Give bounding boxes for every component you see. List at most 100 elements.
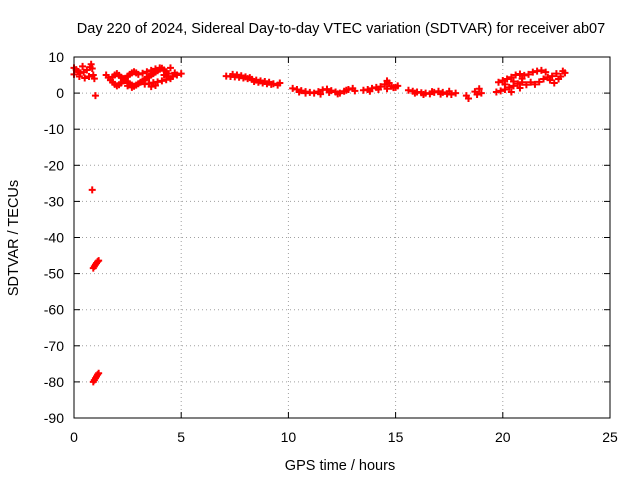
data-point xyxy=(497,87,505,95)
data-point xyxy=(516,70,524,78)
y-tick-label: -40 xyxy=(44,230,64,246)
data-point xyxy=(540,75,548,83)
data-point xyxy=(147,83,155,91)
data-point xyxy=(452,89,460,97)
data-point xyxy=(151,82,159,90)
y-tick-label: -10 xyxy=(44,121,64,137)
data-point xyxy=(518,75,526,83)
data-point xyxy=(505,83,513,91)
data-point xyxy=(503,75,511,83)
data-point xyxy=(143,68,151,76)
data-point xyxy=(162,76,170,84)
data-point xyxy=(166,64,174,72)
data-point xyxy=(404,86,412,94)
data-point xyxy=(535,78,543,86)
data-point xyxy=(531,80,539,88)
y-tick-label: -90 xyxy=(44,410,64,426)
y-tick-label: -30 xyxy=(44,193,64,209)
data-point xyxy=(550,79,558,87)
y-tick-label: 0 xyxy=(56,85,64,101)
y-tick-label: -60 xyxy=(44,302,64,318)
data-point xyxy=(445,87,453,95)
data-point xyxy=(411,89,419,97)
y-tick-label: -70 xyxy=(44,338,64,354)
data-point xyxy=(522,81,530,89)
data-point xyxy=(237,72,245,80)
data-point xyxy=(464,95,472,103)
data-point xyxy=(88,65,96,73)
data-point xyxy=(151,65,159,73)
data-point xyxy=(507,88,515,96)
data-point xyxy=(512,71,520,79)
data-point xyxy=(295,88,303,96)
data-point xyxy=(437,90,445,98)
data-point xyxy=(557,72,565,80)
data-point xyxy=(561,69,569,77)
data-point xyxy=(419,91,427,99)
data-point xyxy=(95,369,103,377)
data-point xyxy=(428,88,436,96)
y-tick-label: -20 xyxy=(44,157,64,173)
data-point xyxy=(548,72,556,80)
data-point xyxy=(492,88,500,96)
y-tick-label: -50 xyxy=(44,266,64,282)
x-tick-label: 10 xyxy=(281,429,297,445)
data-point xyxy=(381,80,389,88)
data-point xyxy=(334,90,342,98)
data-point xyxy=(147,66,155,74)
data-point xyxy=(154,78,162,86)
data-point xyxy=(156,64,164,72)
data-point xyxy=(351,87,359,95)
data-point xyxy=(510,78,518,86)
data-point xyxy=(477,89,485,97)
y-tick-label: 10 xyxy=(48,49,64,65)
data-point xyxy=(87,60,95,68)
data-point xyxy=(495,78,503,86)
data-point xyxy=(81,74,89,82)
data-point xyxy=(134,70,142,78)
data-point xyxy=(383,85,391,93)
data-point xyxy=(473,91,481,99)
data-point xyxy=(310,89,318,97)
data-point xyxy=(366,87,374,95)
grid-lines xyxy=(74,57,610,418)
data-point xyxy=(527,78,535,86)
data-point xyxy=(542,68,550,76)
data-point xyxy=(374,85,382,93)
data-point xyxy=(302,89,310,97)
data-point xyxy=(79,62,87,70)
data-point xyxy=(475,85,483,93)
chart-title: Day 220 of 2024, Sidereal Day-to-day VTE… xyxy=(77,21,605,37)
data-point xyxy=(325,88,333,96)
data-point xyxy=(75,72,83,80)
data-point xyxy=(88,186,96,194)
data-point xyxy=(158,77,166,85)
data-point xyxy=(160,71,168,79)
y-tick-label: -80 xyxy=(44,374,64,390)
data-points xyxy=(70,60,569,386)
data-point xyxy=(91,92,99,100)
data-point xyxy=(394,82,402,90)
tick-labels: 0 5 10 15 20 25 10 0 -10 -20 -30 -40 -50 -60 -70 -80 -90 xyxy=(44,49,618,445)
data-point xyxy=(317,90,325,98)
data-point xyxy=(516,84,524,92)
axis-ticks xyxy=(73,56,611,419)
data-point xyxy=(177,70,185,78)
x-tick-label: 25 xyxy=(602,429,618,445)
data-point xyxy=(169,72,177,80)
data-point xyxy=(546,76,554,84)
data-point xyxy=(128,83,136,91)
data-point xyxy=(124,82,132,90)
data-point xyxy=(537,66,545,74)
data-point xyxy=(90,75,98,83)
data-point xyxy=(276,79,284,87)
data-point xyxy=(289,84,297,92)
data-point xyxy=(501,80,509,88)
data-point xyxy=(95,257,103,265)
data-point xyxy=(514,80,522,88)
data-point xyxy=(525,70,533,78)
x-tick-label: 20 xyxy=(495,429,511,445)
data-point xyxy=(246,74,254,82)
x-tick-label: 15 xyxy=(388,429,404,445)
